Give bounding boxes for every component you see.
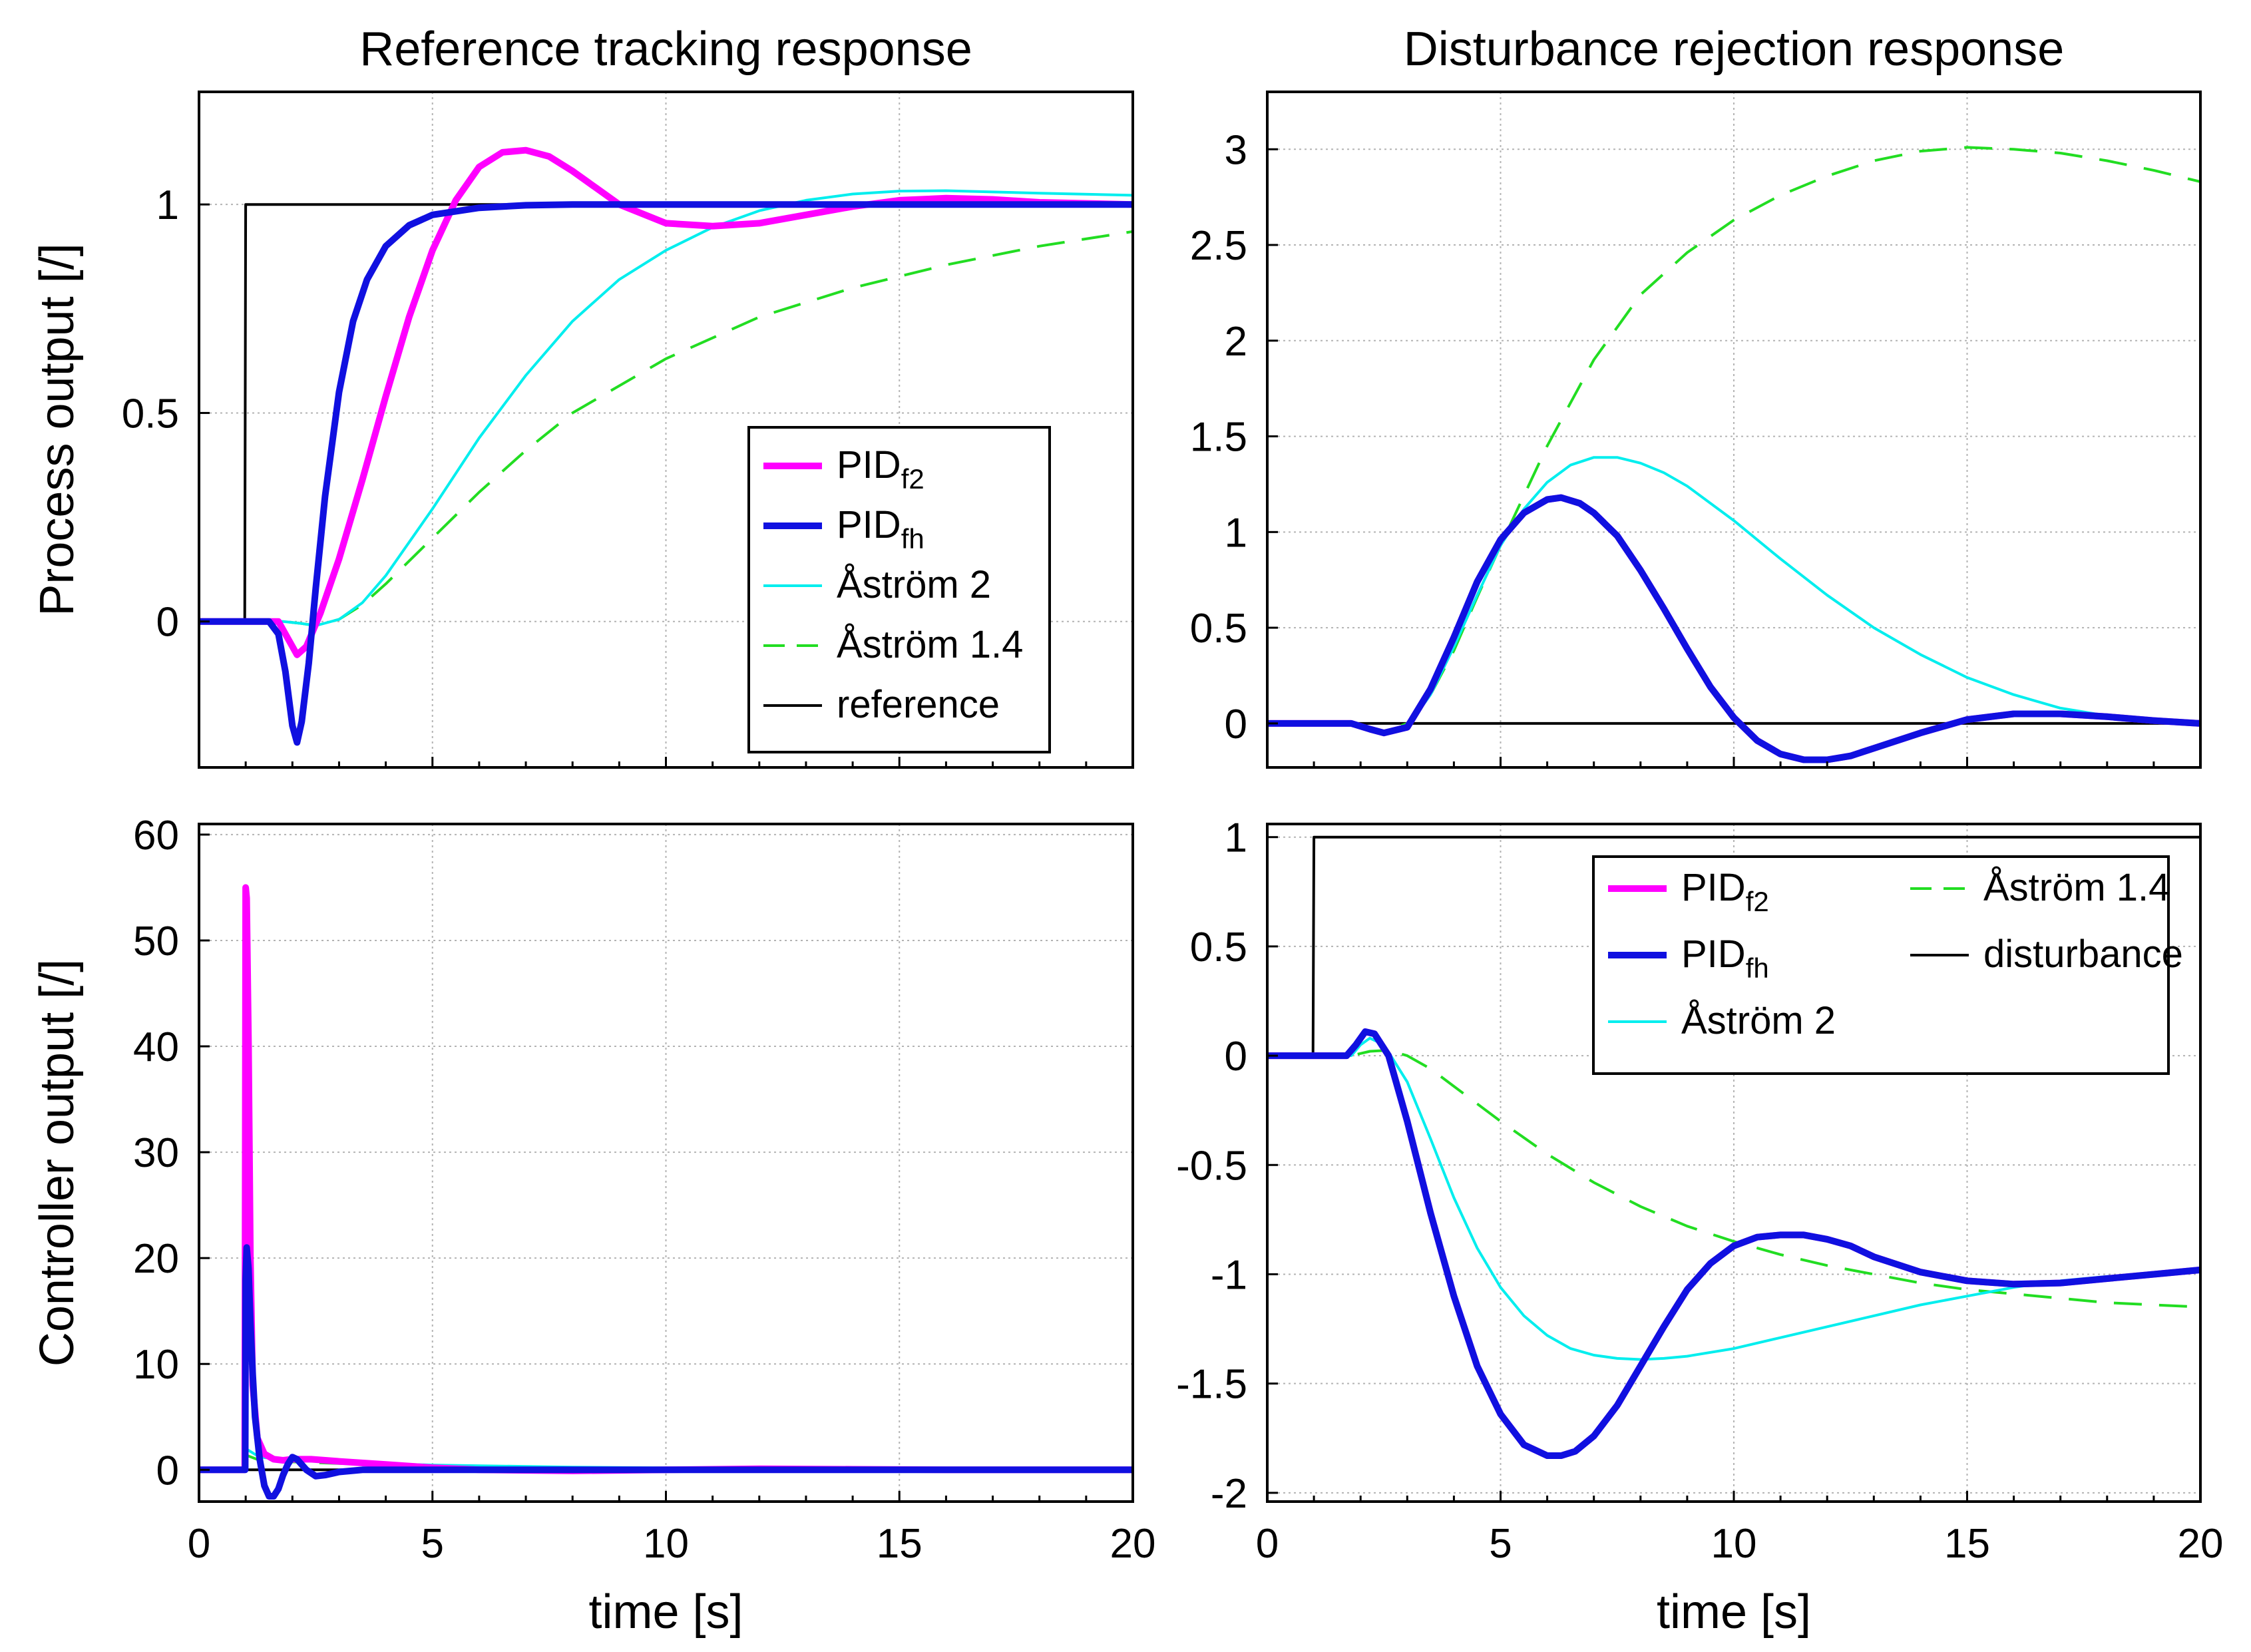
legend-label-disturbance: disturbance [1983,932,2183,976]
y-tick-label: 40 [133,1024,179,1070]
y-tick-label: 0 [1225,702,1247,747]
y-tick-label: 1 [1225,815,1247,861]
y-tick-label: 1.5 [1190,415,1247,461]
y-tick-label: 60 [133,813,179,859]
series-group [1267,146,2200,763]
y-axis-label: Process output [/] [31,243,84,616]
x-tick-label: 5 [421,1521,444,1567]
x-tick-label: 10 [643,1521,689,1567]
legend-box [747,426,1051,753]
y-tick-label: 30 [133,1130,179,1176]
panel-tl: 0 0.5 1 Reference tracking response Process … [31,23,1134,769]
y-tick-label: -1.5 [1176,1362,1247,1408]
y-tick-label: 0.5 [1190,925,1247,970]
panel-tr: 0 0.5 1 1.5 2 2.5 3 Disturbance rejection respo… [1190,23,2202,769]
x-axis-label: time [s] [588,1585,743,1639]
legend-label-astrom14: Åström 1.4 [1983,866,2170,909]
series-line-pidfh [1267,494,2200,763]
y-tick-label: 50 [133,919,179,964]
chart-title: Reference tracking response [359,23,972,76]
x-tick-label: 0 [1256,1521,1279,1567]
series-group [1267,835,2200,1459]
panel-bl: 0 5 10 15 20 0 10 20 30 40 50 60 time [s] Controller … [31,813,1155,1639]
x-tick-label: 20 [2178,1521,2224,1567]
y-tick-label: 0.5 [1190,606,1247,652]
x-tick-label: 0 [188,1521,210,1567]
y-axis-label: Controller output [/] [31,959,84,1366]
y-tick-label: 2.5 [1190,223,1247,269]
legend-box [1592,855,2170,1075]
y-tick-label: 0 [156,1448,179,1494]
series-line-astrom14 [1267,1048,2200,1309]
y-tick-label: 2 [1225,319,1247,365]
series-line-pidfh [199,201,1133,746]
y-tick-label: 1 [1225,510,1247,556]
series-group [199,146,1133,746]
legend-label-reference: reference [837,683,1000,726]
chart-title: Disturbance rejection response [1404,23,2065,76]
series-group [199,884,1133,1500]
x-tick-label: 5 [1489,1521,1512,1567]
y-tick-label: 0 [156,600,179,646]
series-line-astrom2 [1267,456,2200,735]
x-axis-label: time [s] [1657,1585,1811,1639]
y-tick-label: -1 [1211,1252,1247,1298]
y-tick-label: 10 [133,1342,179,1388]
series-line-astrom14 [1267,146,2200,733]
y-tick-label: 0.5 [122,391,179,437]
x-tick-label: 15 [1944,1521,1990,1567]
x-tick-label: 10 [1711,1521,1757,1567]
y-tick-label: 0 [1225,1034,1247,1080]
legend-label-astrom2: Åström 2 [837,563,991,606]
x-tick-label: 20 [1110,1521,1156,1567]
series-line-astrom2 [199,189,1133,627]
y-tick-label: 3 [1225,127,1247,173]
legend-label-astrom2: Åström 2 [1681,999,1836,1042]
y-tick-label: 20 [133,1236,179,1282]
y-tick-label: -2 [1211,1471,1247,1517]
y-tick-label: 1 [156,182,179,228]
series-line-pidfh [1267,1028,2200,1459]
series-line-astrom2 [1267,1036,2200,1361]
x-tick-label: 15 [877,1521,922,1567]
series-line-pidfh [199,1244,1133,1500]
legend-label-astrom14: Åström 1.4 [837,623,1023,666]
y-tick-label: -0.5 [1176,1143,1247,1189]
